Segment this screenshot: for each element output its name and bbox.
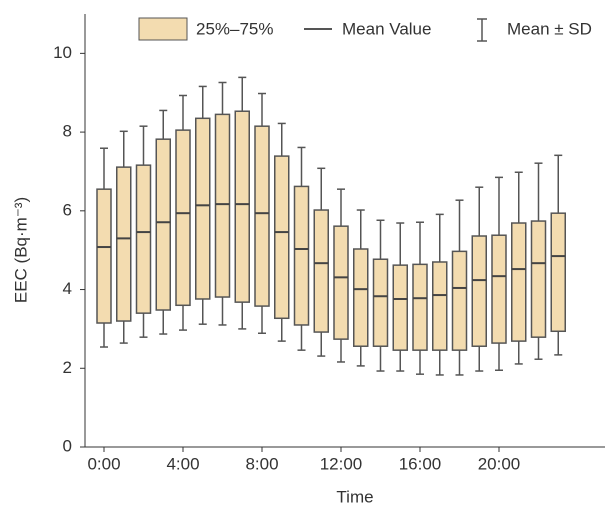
y-axis-label: EEC (Bq·m⁻³) [11, 197, 30, 303]
box [274, 155, 290, 320]
x-axis-label: Time [336, 487, 373, 506]
y-tick-label: 4 [63, 279, 72, 298]
box [511, 222, 527, 342]
box [412, 263, 428, 351]
legend-label: Mean ± SD [507, 19, 592, 38]
box [116, 166, 132, 322]
y-tick-label: 10 [53, 43, 72, 62]
box [175, 129, 191, 307]
y-tick-label: 2 [63, 358, 72, 377]
box [451, 250, 468, 351]
box [491, 234, 507, 344]
legend-box-swatch [138, 17, 188, 41]
legend-label: 25%–75% [196, 19, 274, 38]
x-tick-label: 20:00 [478, 454, 521, 473]
box [135, 164, 152, 314]
y-tick-label: 8 [63, 122, 72, 141]
box [195, 117, 211, 300]
box [530, 220, 547, 338]
box [293, 185, 310, 326]
box [234, 110, 250, 303]
x-tick-label: 0:00 [87, 454, 120, 473]
box [333, 225, 349, 340]
y-tick-label: 6 [63, 200, 72, 219]
x-tick-label: 4:00 [166, 454, 199, 473]
box [155, 138, 171, 311]
box [254, 125, 270, 307]
box [471, 235, 487, 347]
legend-sd-swatch [477, 18, 487, 42]
box [432, 261, 448, 351]
x-tick-label: 16:00 [399, 454, 442, 473]
y-tick-label: 0 [63, 436, 72, 455]
box [353, 248, 369, 347]
box [392, 264, 408, 351]
x-tick-label: 8:00 [245, 454, 278, 473]
x-tick-label: 12:00 [320, 454, 363, 473]
box [214, 113, 231, 298]
legend-label: Mean Value [342, 19, 431, 38]
box [372, 258, 389, 347]
box [550, 212, 566, 333]
box [96, 188, 112, 324]
box [313, 209, 329, 333]
